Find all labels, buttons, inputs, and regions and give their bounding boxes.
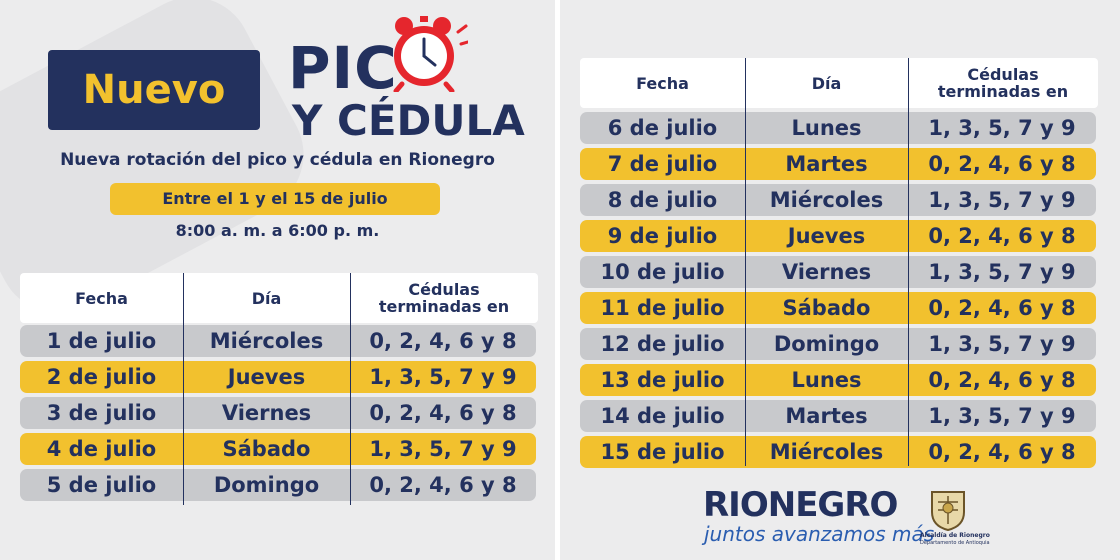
header-cedulas: Cédulas terminadas en xyxy=(350,273,538,323)
cell-dia: Viernes xyxy=(781,260,872,284)
column-divider xyxy=(908,58,909,466)
column-divider xyxy=(183,273,184,505)
cell-cedulas: 0, 2, 4, 6 y 8 xyxy=(928,440,1076,464)
alarm-clock-icon xyxy=(393,16,468,92)
table-row: 6 de julio Lunes 1, 3, 5, 7 y 9 xyxy=(580,112,1096,144)
cell-cedulas: 1, 3, 5, 7 y 9 xyxy=(928,332,1076,356)
cell-fecha: 1 de julio xyxy=(46,329,157,353)
column-divider xyxy=(350,273,351,505)
table-row: 10 de julio Viernes 1, 3, 5, 7 y 9 xyxy=(580,256,1096,288)
table-row: 13 de julio Lunes 0, 2, 4, 6 y 8 xyxy=(580,364,1096,396)
table-row: 2 de julio Jueves 1, 3, 5, 7 y 9 xyxy=(20,361,536,393)
cell-cedulas: 1, 3, 5, 7 y 9 xyxy=(369,437,517,461)
subtitle: Nueva rotación del pico y cédula en Rion… xyxy=(60,150,495,170)
cell-dia: Jueves xyxy=(787,224,866,248)
table-row: 8 de julio Miércoles 1, 3, 5, 7 y 9 xyxy=(580,184,1096,216)
cell-cedulas: 1, 3, 5, 7 y 9 xyxy=(369,365,517,389)
cell-dia: Lunes xyxy=(791,368,862,392)
cell-cedulas: 1, 3, 5, 7 y 9 xyxy=(928,188,1076,212)
schedule-table-right: Fecha Día Cédulas terminadas en 6 de jul… xyxy=(580,58,1098,468)
table-row: 15 de julio Miércoles 0, 2, 4, 6 y 8 xyxy=(580,436,1096,468)
cell-fecha: 10 de julio xyxy=(600,260,725,284)
cell-dia: Martes xyxy=(785,404,868,428)
nuevo-badge: Nuevo xyxy=(48,50,260,130)
cell-fecha: 6 de julio xyxy=(607,116,718,140)
table-row: 1 de julio Miércoles 0, 2, 4, 6 y 8 xyxy=(20,325,536,357)
crest-subcaption: Departamento de Antioquia xyxy=(920,540,990,546)
header-cedulas-line2: terminadas en xyxy=(378,297,510,316)
cell-fecha: 12 de julio xyxy=(600,332,725,356)
cell-fecha: 15 de julio xyxy=(600,440,725,464)
title-y-cedula: Y CÉDULA xyxy=(292,96,525,145)
cell-dia: Miércoles xyxy=(209,329,324,353)
cell-cedulas: 1, 3, 5, 7 y 9 xyxy=(928,260,1076,284)
cell-dia: Domingo xyxy=(773,332,880,356)
cell-dia: Miércoles xyxy=(769,188,884,212)
header-dia: Día xyxy=(251,288,282,308)
table-row: 5 de julio Domingo 0, 2, 4, 6 y 8 xyxy=(20,469,536,501)
header-cedulas-line1: Cédulas xyxy=(967,65,1039,84)
hours-text: 8:00 a. m. a 6:00 p. m. xyxy=(175,221,380,240)
cell-fecha: 4 de julio xyxy=(46,437,157,461)
header-cedulas-line1: Cédulas xyxy=(408,280,480,299)
rionegro-logo-text: RIONEGRO xyxy=(703,485,898,525)
slogan: juntos avanzamos más xyxy=(704,522,935,546)
cell-fecha: 8 de julio xyxy=(607,188,718,212)
cell-dia: Viernes xyxy=(221,401,312,425)
header-fecha: Fecha xyxy=(636,73,689,93)
cell-cedulas: 0, 2, 4, 6 y 8 xyxy=(369,473,517,497)
cell-dia: Jueves xyxy=(227,365,306,389)
cell-dia: Sábado xyxy=(782,296,871,320)
table-row: 14 de julio Martes 1, 3, 5, 7 y 9 xyxy=(580,400,1096,432)
title-pico: PIC xyxy=(288,34,398,102)
cell-fecha: 13 de julio xyxy=(600,368,725,392)
cell-cedulas: 0, 2, 4, 6 y 8 xyxy=(928,368,1076,392)
table-header: Fecha Día Cédulas terminadas en xyxy=(580,58,1098,108)
table-row: 11 de julio Sábado 0, 2, 4, 6 y 8 xyxy=(580,292,1096,324)
cell-cedulas: 0, 2, 4, 6 y 8 xyxy=(928,224,1076,248)
alcaldia-logo: Alcaldía de Rionegro Departamento de Ant… xyxy=(920,488,1050,552)
cell-fecha: 5 de julio xyxy=(46,473,157,497)
cell-cedulas: 1, 3, 5, 7 y 9 xyxy=(928,116,1076,140)
cell-fecha: 7 de julio xyxy=(607,152,718,176)
cell-cedulas: 0, 2, 4, 6 y 8 xyxy=(369,329,517,353)
cell-dia: Domingo xyxy=(213,473,320,497)
table-row: 9 de julio Jueves 0, 2, 4, 6 y 8 xyxy=(580,220,1096,252)
header-fecha: Fecha xyxy=(75,288,128,308)
header-dia: Día xyxy=(811,73,842,93)
cell-dia: Sábado xyxy=(222,437,311,461)
cell-cedulas: 0, 2, 4, 6 y 8 xyxy=(928,152,1076,176)
date-range-banner: Entre el 1 y el 15 de julio xyxy=(110,183,440,215)
table-row: 12 de julio Domingo 1, 3, 5, 7 y 9 xyxy=(580,328,1096,360)
table-row: 4 de julio Sábado 1, 3, 5, 7 y 9 xyxy=(20,433,536,465)
cell-fecha: 2 de julio xyxy=(46,365,157,389)
cell-dia: Martes xyxy=(785,152,868,176)
cell-cedulas: 0, 2, 4, 6 y 8 xyxy=(928,296,1076,320)
schedule-table-left: Fecha Día Cédulas terminadas en 1 de jul… xyxy=(20,273,538,505)
column-divider xyxy=(745,58,746,466)
cell-cedulas: 0, 2, 4, 6 y 8 xyxy=(369,401,517,425)
cell-fecha: 14 de julio xyxy=(600,404,725,428)
cell-fecha: 9 de julio xyxy=(607,224,718,248)
cell-dia: Miércoles xyxy=(769,440,884,464)
cell-cedulas: 1, 3, 5, 7 y 9 xyxy=(928,404,1076,428)
cell-fecha: 11 de julio xyxy=(600,296,725,320)
header-cedulas: Cédulas terminadas en xyxy=(908,58,1098,108)
table-row: 3 de julio Viernes 0, 2, 4, 6 y 8 xyxy=(20,397,536,429)
cell-dia: Lunes xyxy=(791,116,862,140)
crest-caption: Alcaldía de Rionegro xyxy=(920,532,990,539)
header-cedulas-line2: terminadas en xyxy=(937,82,1069,101)
cell-fecha: 3 de julio xyxy=(46,401,157,425)
table-row: 7 de julio Martes 0, 2, 4, 6 y 8 xyxy=(580,148,1096,180)
table-header: Fecha Día Cédulas terminadas en xyxy=(20,273,538,323)
coat-of-arms-icon xyxy=(931,491,965,532)
